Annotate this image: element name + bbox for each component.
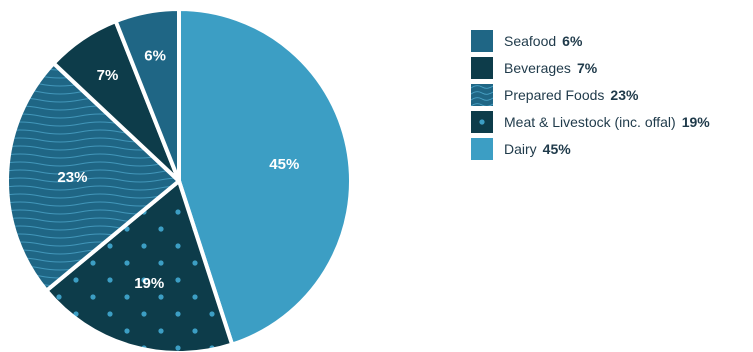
legend-value: 23%	[610, 87, 639, 103]
slice-label-beverages: 7%	[97, 67, 119, 84]
legend-value: 7%	[576, 60, 598, 76]
legend-swatch	[471, 57, 493, 79]
legend-swatch	[471, 111, 493, 133]
pie-slice-prepared-foods	[5, 61, 181, 293]
legend-value: 45%	[542, 141, 571, 157]
slice-label-seafood: 6%	[144, 47, 166, 64]
legend-label: Prepared Foods	[504, 87, 605, 103]
slice-label-prepared-foods: 23%	[57, 169, 87, 186]
legend-item-meat-livestock-inc-offal: Meat & Livestock (inc. offal) 19%	[471, 111, 710, 133]
legend-label: Dairy	[504, 141, 537, 157]
legend-value: 19%	[681, 114, 710, 130]
legend-item-beverages: Beverages 7%	[471, 57, 710, 79]
legend-swatch	[471, 84, 493, 106]
legend-item-dairy: Dairy 45%	[471, 138, 710, 160]
pie-slice-meat-livestock-inc-offal	[44, 179, 235, 352]
legend-swatch	[471, 30, 493, 52]
legend-item-seafood: Seafood 6%	[471, 30, 710, 52]
legend-label: Seafood	[504, 33, 557, 49]
slice-label-meat-livestock-inc-offal: 19%	[134, 275, 164, 292]
legend-value: 6%	[562, 33, 583, 49]
legend-item-prepared-foods: Prepared Foods 23%	[471, 84, 710, 106]
pie-slice-seafood	[113, 7, 181, 183]
pie-chart: 45% 19% 23% 7% 6%	[5, 7, 353, 352]
legend: Seafood 6% Beverages 7% Prepared Foods 23% Mea…	[471, 30, 710, 165]
slice-label-dairy: 45%	[269, 156, 299, 173]
legend-label: Meat & Livestock (inc. offal)	[504, 114, 676, 130]
pie-slice-dairy	[177, 7, 353, 347]
legend-label: Beverages	[504, 60, 571, 76]
legend-swatch	[471, 138, 493, 160]
